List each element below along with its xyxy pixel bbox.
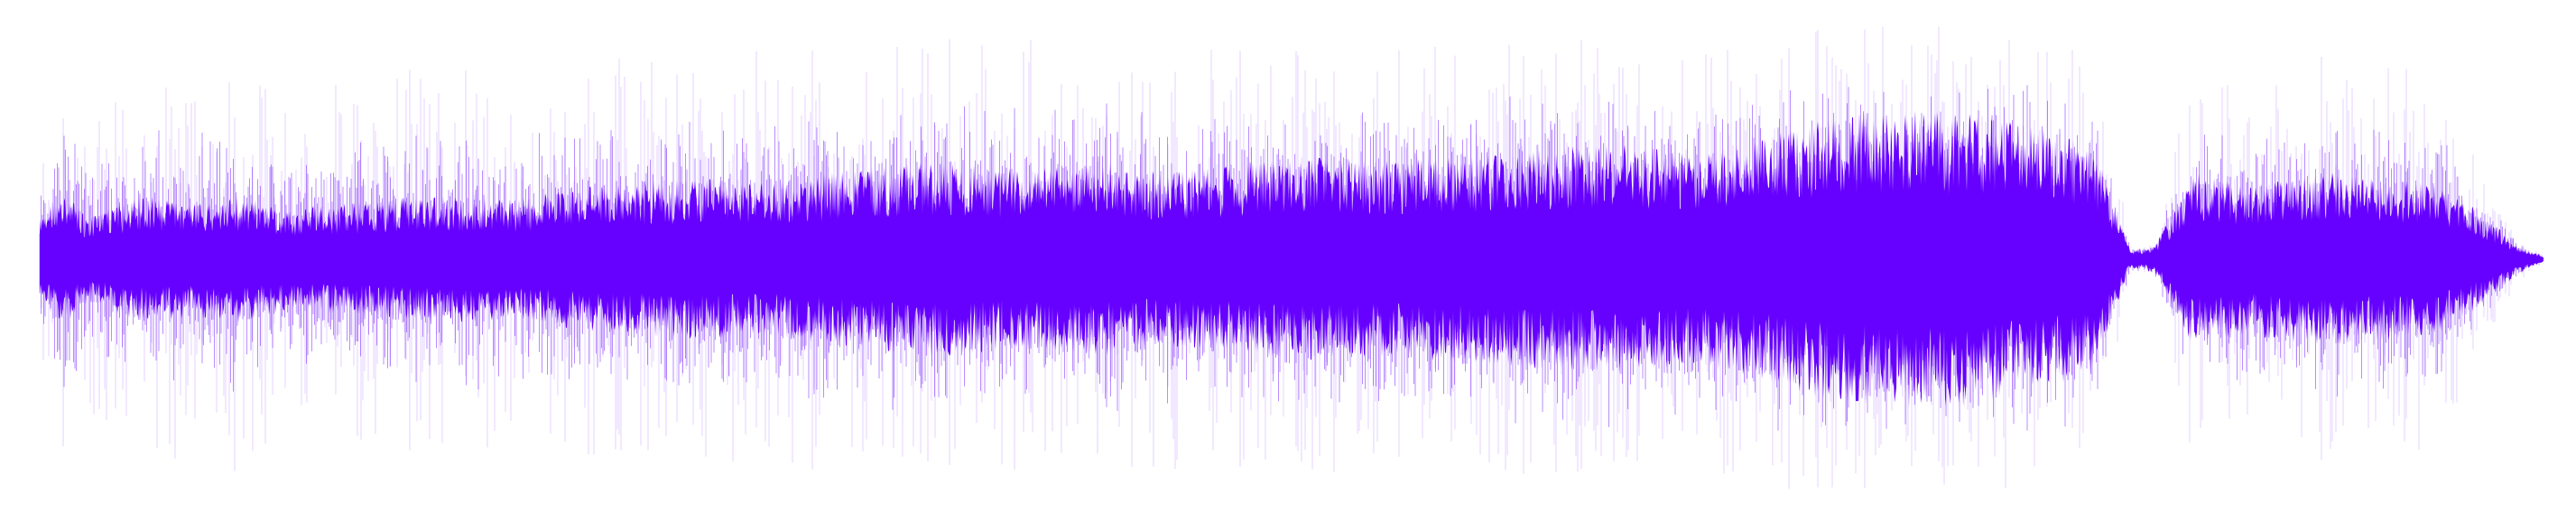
waveform-core: [40, 110, 2544, 409]
waveform-body: [40, 110, 2544, 409]
